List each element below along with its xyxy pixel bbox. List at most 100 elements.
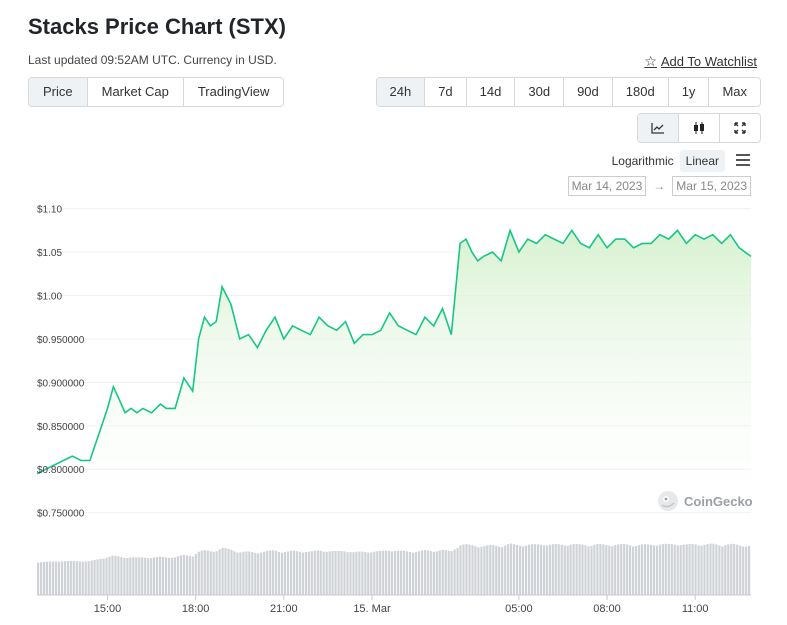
volume-bar [569, 544, 572, 595]
volume-bar [435, 551, 438, 595]
volume-bar [60, 561, 63, 595]
volume-bar [161, 557, 165, 595]
volume-bar [215, 551, 218, 595]
volume-bar [736, 544, 739, 595]
volume-bar [688, 543, 691, 595]
y-tick-label: $1.00 [37, 292, 62, 303]
volume-bar [432, 551, 435, 595]
volume-bar [319, 550, 322, 595]
page-title: Stacks Price Chart (STX) [28, 14, 286, 39]
line-chart-icon [651, 123, 664, 134]
volume-bar [373, 551, 376, 595]
volume-bar [194, 554, 197, 595]
volume-bar [322, 551, 325, 595]
volume-bar [492, 545, 495, 595]
volume-bar [721, 546, 724, 595]
linear-option[interactable]: Linear [679, 150, 725, 172]
volume-bar [649, 544, 653, 595]
price-area [37, 230, 751, 530]
volume-bar [278, 552, 281, 595]
volume-bar [239, 552, 242, 595]
range-14d-button[interactable]: 14d [466, 78, 516, 106]
tab-tradingview[interactable]: TradingView [183, 78, 284, 106]
volume-bar [524, 545, 528, 595]
volume-bar [554, 544, 557, 595]
volume-bar [423, 550, 426, 595]
volume-bar [138, 557, 141, 595]
volume-bar [283, 552, 287, 595]
volume-bar [405, 551, 409, 595]
volume-bar [117, 556, 120, 595]
volume-bar [114, 555, 117, 595]
range-max-button[interactable]: Max [709, 78, 760, 106]
volume-bar [527, 544, 531, 595]
volume-bar [156, 557, 159, 595]
volume-bar [126, 558, 129, 595]
volume-bar [367, 552, 370, 595]
range-90d-button[interactable]: 90d [564, 78, 613, 106]
volume-bar [269, 550, 272, 595]
volume-bar [197, 551, 200, 595]
volume-bar [51, 561, 55, 595]
range-30d-button[interactable]: 30d [515, 78, 565, 106]
candlestick-button[interactable] [679, 114, 720, 142]
volume-bar [655, 545, 658, 595]
y-tick-label: $1.05 [37, 248, 62, 259]
volume-bar [450, 551, 453, 595]
range-180d-button[interactable]: 180d [612, 78, 669, 106]
volume-bar [533, 544, 536, 595]
volume-bar [715, 544, 718, 595]
volume-bar [593, 544, 596, 595]
volume-bar [206, 550, 209, 595]
volume-bar [501, 547, 504, 595]
line-chart-button[interactable] [638, 114, 679, 142]
volume-bar [581, 544, 584, 595]
volume-bar [521, 546, 525, 595]
volume-bar [358, 551, 361, 595]
menu-icon[interactable] [735, 153, 751, 169]
volume-bar [483, 546, 486, 595]
volume-bar [370, 552, 373, 595]
volume-bar [480, 546, 483, 595]
volume-bar [676, 545, 679, 595]
logarithmic-option[interactable]: Logarithmic [611, 154, 674, 168]
volume-bar [507, 544, 510, 595]
add-to-watchlist-link[interactable]: ☆ Add To Watchlist [644, 53, 757, 70]
volume-bar [620, 544, 623, 595]
tab-market-cap[interactable]: Market Cap [87, 78, 184, 106]
star-icon: ☆ [644, 53, 657, 69]
volume-bar [254, 552, 257, 595]
volume-bar [718, 545, 721, 595]
volume-bar [167, 557, 171, 595]
price-chart[interactable]: $1.10 $1.05 $1.00 $0.950000 $0.900000 $0.8500… [0, 200, 787, 625]
volume-bar [748, 546, 751, 595]
volume-bar [685, 544, 688, 595]
candlestick-icon [694, 122, 704, 134]
tab-price[interactable]: Price [29, 78, 88, 106]
volume-bar [251, 552, 254, 595]
volume-bar [629, 545, 632, 595]
range-1y-button[interactable]: 1y [668, 78, 710, 106]
volume-bar [706, 544, 709, 595]
volume-bar [408, 551, 412, 595]
volume-bar [93, 559, 96, 595]
volume-bar [43, 561, 46, 595]
start-date-input[interactable]: Mar 14, 2023 [567, 176, 647, 196]
volume-bar [298, 551, 301, 595]
range-24h-button[interactable]: 24h [376, 78, 426, 106]
volume-bar [584, 545, 587, 595]
volume-bar [697, 545, 700, 595]
end-date-input[interactable]: Mar 15, 2023 [672, 176, 751, 196]
y-tick-label: $1.10 [37, 205, 62, 216]
volume-bar [566, 545, 569, 595]
volume-bar [179, 555, 182, 595]
range-7d-button[interactable]: 7d [425, 78, 467, 106]
volume-bar [334, 551, 337, 595]
fullscreen-button[interactable] [720, 114, 760, 142]
volume-bar [364, 552, 367, 595]
volume-bar [599, 543, 602, 595]
brand-label: CoinGecko [684, 493, 753, 509]
volume-bar [661, 544, 664, 595]
volume-bar [346, 552, 349, 595]
last-updated-text: Last updated 09:52AM UTC. Currency in US… [28, 53, 277, 67]
